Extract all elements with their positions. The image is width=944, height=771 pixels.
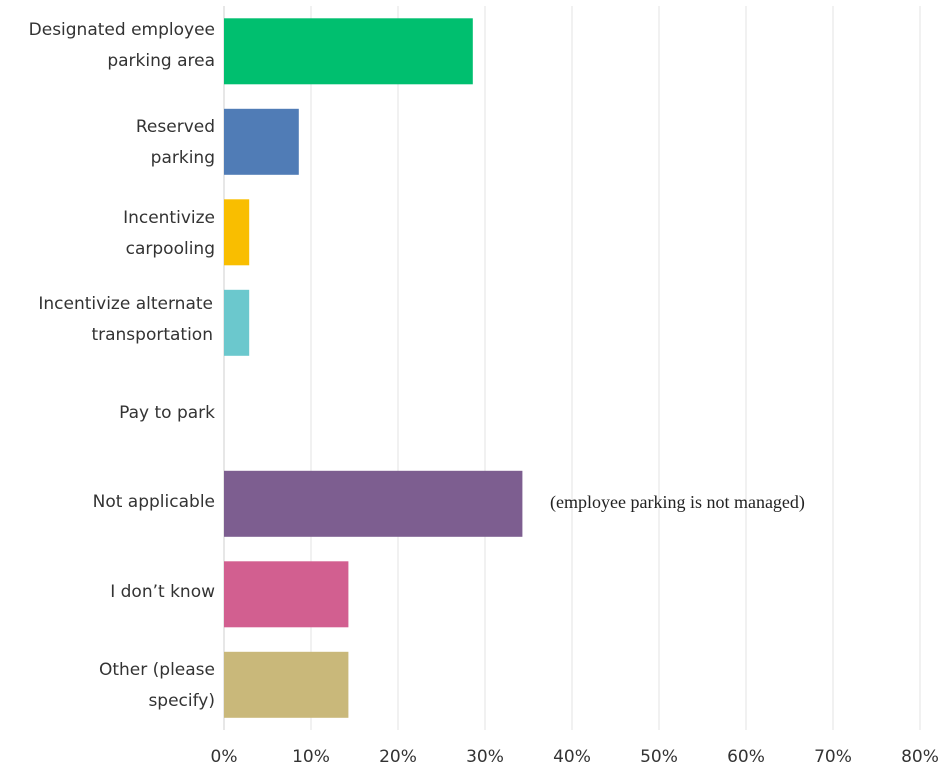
bar xyxy=(224,561,349,628)
bar xyxy=(224,651,349,718)
x-tick-label: 40% xyxy=(553,747,591,767)
category-label: Pay to park xyxy=(119,403,215,423)
x-tick-label: 0% xyxy=(211,747,238,767)
x-tick-label: 10% xyxy=(292,747,330,767)
x-tick-label: 70% xyxy=(814,747,852,767)
category-label: Incentivize carpooling xyxy=(123,208,215,259)
category-label: Designated employee parking area xyxy=(28,20,215,71)
bar xyxy=(224,199,250,266)
category-label: Not applicable xyxy=(92,492,215,512)
bar xyxy=(224,18,473,85)
category-label: Incentivize alternate transportation xyxy=(38,294,213,345)
x-axis-ticks: 0% 10% 20% 30% 40% 50% 60% 70% 80% xyxy=(211,747,939,767)
bar xyxy=(224,289,250,356)
category-label: I don’t know xyxy=(110,582,215,602)
bars xyxy=(224,18,523,718)
x-tick-label: 50% xyxy=(640,747,678,767)
bar-annotation: (employee parking is not managed) xyxy=(550,492,805,512)
category-label: Other (please specify) xyxy=(98,660,215,711)
category-label: Reserved parking xyxy=(135,117,215,168)
x-tick-label: 80% xyxy=(901,747,939,767)
x-tick-label: 60% xyxy=(727,747,765,767)
x-tick-label: 30% xyxy=(466,747,504,767)
gridlines xyxy=(223,6,921,730)
x-tick-label: 20% xyxy=(379,747,417,767)
bar xyxy=(224,108,299,175)
bar xyxy=(224,470,523,537)
